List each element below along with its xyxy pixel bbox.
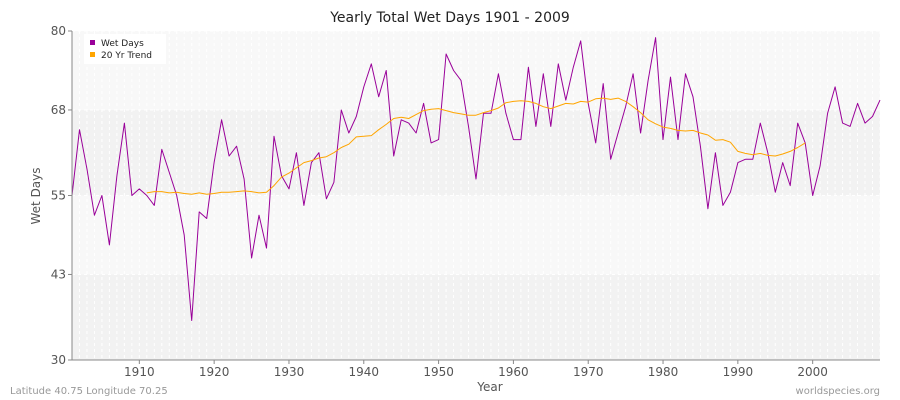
y-tick-label: 55 bbox=[51, 189, 66, 203]
y-tick-label: 43 bbox=[51, 267, 66, 281]
x-tick-label: 1940 bbox=[349, 365, 380, 379]
legend-swatch-trend bbox=[90, 52, 95, 57]
x-tick-label: 1930 bbox=[274, 365, 305, 379]
y-axis-label: Wet Days bbox=[29, 167, 43, 224]
trend-line bbox=[146, 97, 806, 195]
footer-coordinates: Latitude 40.75 Longitude 70.25 bbox=[10, 386, 168, 397]
x-tick-label: 1920 bbox=[199, 365, 230, 379]
legend-label-trend: 20 Yr Trend bbox=[101, 51, 152, 61]
wet-days-line bbox=[71, 37, 881, 321]
x-axis-label: Year bbox=[476, 380, 502, 394]
x-tick-label: 1960 bbox=[498, 365, 529, 379]
y-tick-label: 80 bbox=[51, 24, 66, 38]
footer-source: worldspecies.org bbox=[796, 386, 880, 397]
legend: Wet Days 20 Yr Trend bbox=[84, 34, 166, 64]
x-tick-label: 1970 bbox=[573, 365, 604, 379]
y-tick-label: 30 bbox=[51, 353, 66, 367]
legend-label-wet-days: Wet Days bbox=[101, 39, 144, 49]
x-tick-label: 1910 bbox=[124, 365, 155, 379]
x-tick-label: 1990 bbox=[723, 365, 754, 379]
axes: 30 43 55 68 80 1910 1920 1930 1940 1950 1960 1970 19… bbox=[51, 24, 880, 379]
chart-title: Yearly Total Wet Days 1901 - 2009 bbox=[329, 10, 570, 26]
x-tick-label: 1980 bbox=[648, 365, 679, 379]
legend-swatch-wet-days bbox=[90, 40, 95, 45]
y-tick-label: 68 bbox=[51, 103, 66, 117]
legend-box bbox=[84, 34, 166, 64]
x-tick-label: 2000 bbox=[797, 365, 828, 379]
x-tick-label: 1950 bbox=[423, 365, 454, 379]
plot-band bbox=[72, 274, 880, 360]
series-layer bbox=[71, 37, 881, 321]
